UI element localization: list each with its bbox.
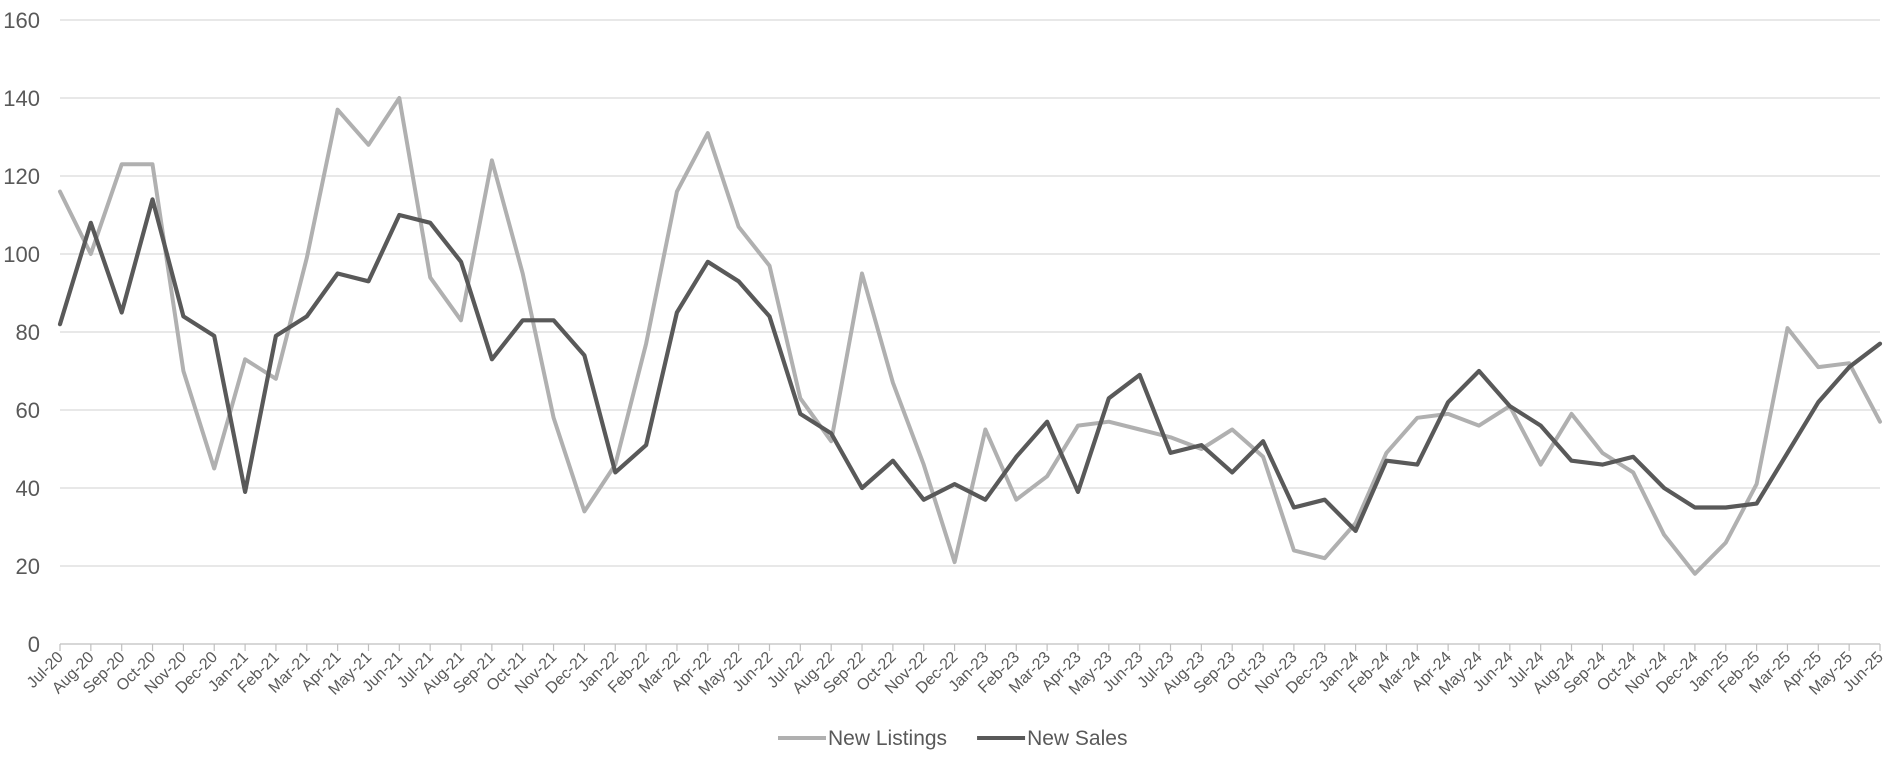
legend-label: New Sales (1027, 727, 1127, 750)
series-line-new-listings (58, 96, 1882, 576)
legend: New Listings New Sales (778, 727, 1127, 750)
y-tick-label: 80 (16, 320, 40, 345)
y-tick-label: 0 (28, 632, 40, 657)
series-line-new-sales (57, 197, 1883, 534)
y-tick-label: 160 (3, 8, 40, 33)
y-tick-label: 20 (16, 554, 40, 579)
gridlines (60, 19, 1880, 645)
series-lines (57, 96, 1883, 576)
y-tick-label: 60 (16, 398, 40, 423)
y-tick-label: 120 (3, 164, 40, 189)
y-tick-label: 140 (3, 86, 40, 111)
y-tick-label: 100 (3, 242, 40, 267)
legend-label: New Listings (828, 727, 947, 750)
x-axis: Jul-20Aug-20Sep-20Oct-20Nov-20Dec-20Jan-… (24, 644, 1887, 699)
y-tick-label: 40 (16, 476, 40, 501)
y-axis: 0 20 40 60 80 100 120 140 160 (3, 8, 40, 657)
